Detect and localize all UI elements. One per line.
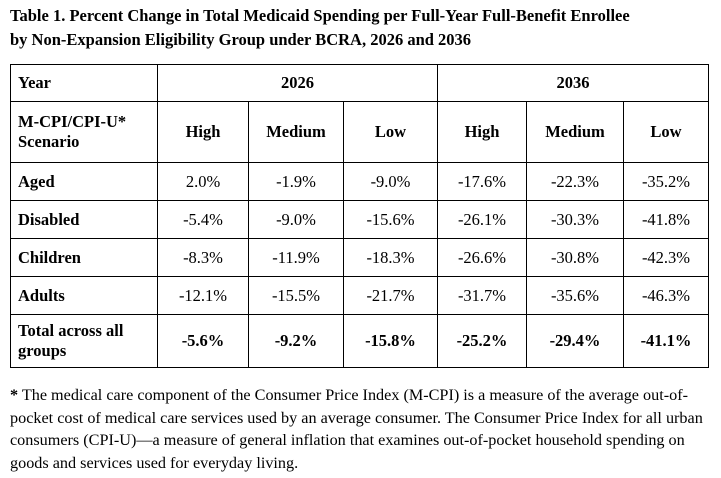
footnote: * The medical care component of the Cons… (10, 384, 716, 474)
table-cell: -22.3% (526, 162, 624, 201)
row-label: Adults (10, 276, 158, 315)
table-cell: -29.4% (526, 314, 624, 368)
table-cell: -17.6% (437, 162, 527, 201)
table-cell: -15.8% (343, 314, 438, 368)
year-2026-header: 2026 (157, 64, 438, 102)
table-cell: -5.4% (157, 200, 249, 239)
scenario-2026-medium: Medium (248, 101, 344, 163)
table-cell: -12.1% (157, 276, 249, 315)
medicaid-spending-table: Year 2026 2036 M-CPI/CPI-U* Scenario Hig… (10, 64, 709, 368)
row-label: Children (10, 238, 158, 277)
row-label: Aged (10, 162, 158, 201)
footnote-text: The medical care component of the Consum… (10, 386, 703, 472)
table-cell: -8.3% (157, 238, 249, 277)
footnote-marker: * (10, 386, 19, 404)
table-row-children: Children -8.3% -11.9% -18.3% -26.6% -30.… (10, 238, 709, 277)
title-line-2: by Non-Expansion Eligibility Group under… (10, 30, 472, 49)
table-cell: -42.3% (623, 238, 709, 277)
table-cell: -1.9% (248, 162, 344, 201)
year-header-label: Year (10, 64, 158, 102)
table-cell: -5.6% (157, 314, 249, 368)
table-cell: -9.0% (343, 162, 438, 201)
table-cell: -31.7% (437, 276, 527, 315)
scenario-2026-high: High (157, 101, 249, 163)
scenario-header-row: M-CPI/CPI-U* Scenario High Medium Low Hi… (10, 101, 709, 163)
table-cell: -30.3% (526, 200, 624, 239)
table-cell: -11.9% (248, 238, 344, 277)
table-cell: -35.2% (623, 162, 709, 201)
table-cell: -41.8% (623, 200, 709, 239)
row-label: Disabled (10, 200, 158, 239)
table-cell: -30.8% (526, 238, 624, 277)
scenario-2036-high: High (437, 101, 527, 163)
table-cell: -26.6% (437, 238, 527, 277)
scenario-2026-low: Low (343, 101, 438, 163)
scenario-2036-low: Low (623, 101, 709, 163)
table-cell: -9.2% (248, 314, 344, 368)
table-cell: -26.1% (437, 200, 527, 239)
table-cell: -15.5% (248, 276, 344, 315)
table-cell: -18.3% (343, 238, 438, 277)
table-row-total: Total across all groups -5.6% -9.2% -15.… (10, 314, 709, 368)
scenario-2036-medium: Medium (526, 101, 624, 163)
year-2036-header: 2036 (437, 64, 709, 102)
table-row-adults: Adults -12.1% -15.5% -21.7% -31.7% -35.6… (10, 276, 709, 315)
table-row-aged: Aged 2.0% -1.9% -9.0% -17.6% -22.3% -35.… (10, 162, 709, 201)
table-cell: -9.0% (248, 200, 344, 239)
table-cell: -21.7% (343, 276, 438, 315)
year-header-row: Year 2026 2036 (10, 64, 709, 102)
table-row-disabled: Disabled -5.4% -9.0% -15.6% -26.1% -30.3… (10, 200, 709, 239)
scenario-header-label: M-CPI/CPI-U* Scenario (10, 101, 158, 163)
table-cell: -35.6% (526, 276, 624, 315)
table-cell: -46.3% (623, 276, 709, 315)
title-line-1: Table 1. Percent Change in Total Medicai… (10, 6, 630, 25)
table-cell: -41.1% (623, 314, 709, 368)
table-cell: -25.2% (437, 314, 527, 368)
total-row-label: Total across all groups (10, 314, 158, 368)
table-cell: -15.6% (343, 200, 438, 239)
table-cell: 2.0% (157, 162, 249, 201)
table-title: Table 1. Percent Change in Total Medicai… (10, 4, 710, 52)
